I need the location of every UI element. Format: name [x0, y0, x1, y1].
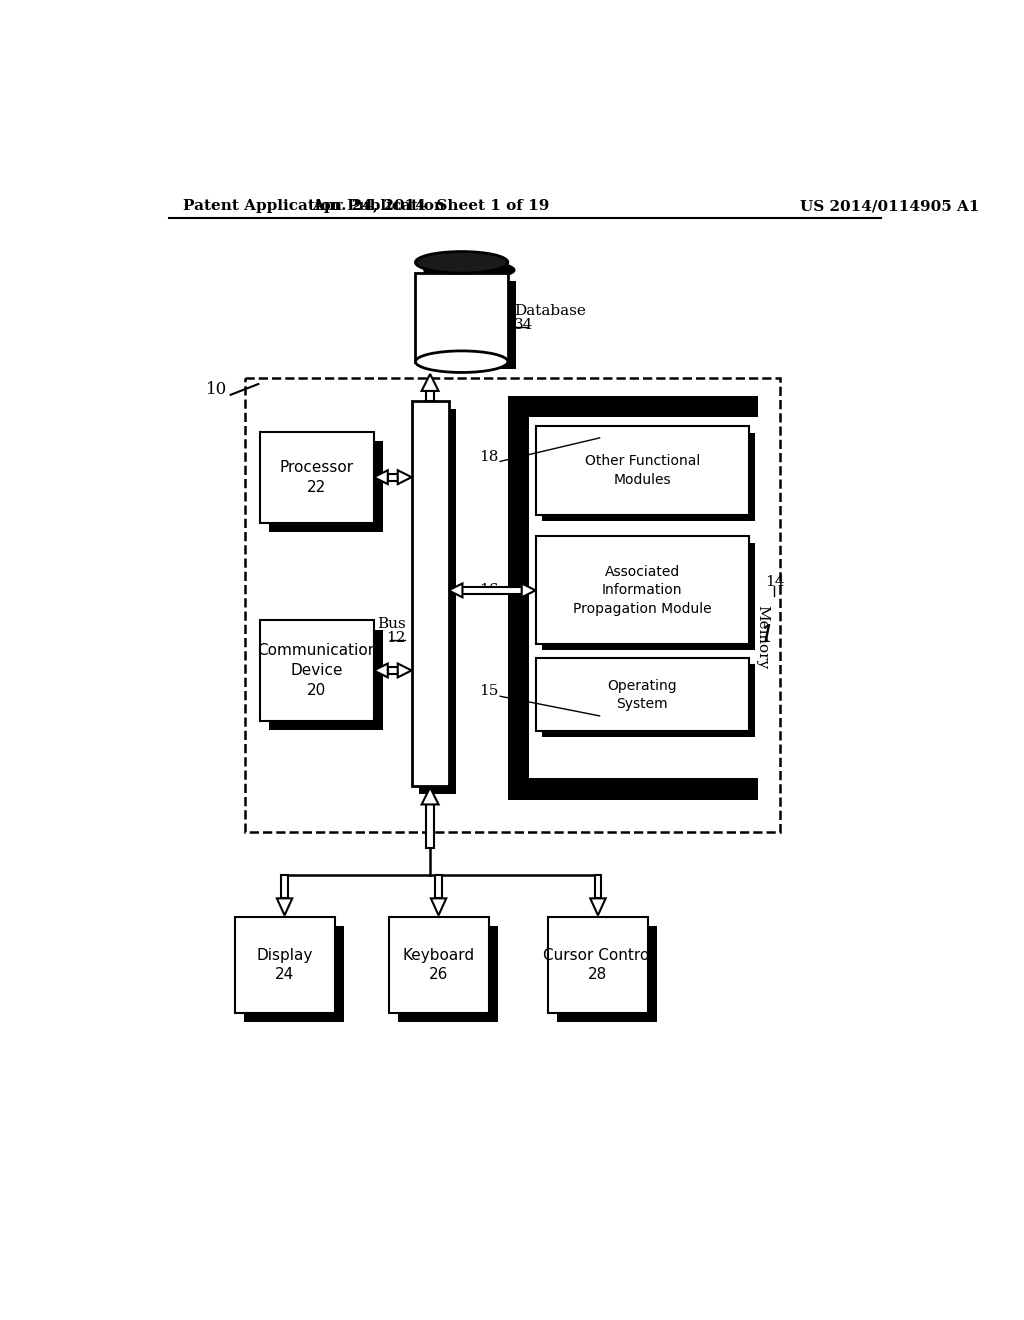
Text: Fig. 1: Fig. 1: [702, 624, 775, 647]
Text: Cursor Control
28: Cursor Control 28: [543, 948, 653, 982]
Text: Apr. 24, 2014  Sheet 1 of 19: Apr. 24, 2014 Sheet 1 of 19: [312, 199, 550, 213]
Bar: [416, 273, 508, 362]
Bar: [435, 874, 441, 899]
Bar: [260, 432, 374, 523]
Text: 10: 10: [206, 381, 227, 397]
Text: Database: Database: [514, 304, 586, 318]
Bar: [463, 587, 521, 594]
Bar: [536, 426, 749, 515]
Polygon shape: [374, 470, 388, 484]
Bar: [388, 474, 397, 480]
Bar: [269, 630, 383, 730]
Bar: [542, 543, 755, 651]
Polygon shape: [422, 788, 438, 804]
Text: Communication
Device
20: Communication Device 20: [257, 643, 377, 698]
Bar: [245, 378, 779, 832]
Bar: [508, 396, 758, 800]
Bar: [397, 927, 498, 1022]
Bar: [542, 664, 755, 738]
Ellipse shape: [416, 252, 508, 273]
Bar: [412, 401, 449, 785]
Text: Bus: Bus: [377, 618, 406, 631]
Bar: [536, 659, 749, 731]
Bar: [426, 804, 434, 847]
Polygon shape: [374, 664, 388, 677]
Bar: [419, 409, 457, 793]
Text: 15: 15: [479, 684, 499, 698]
Polygon shape: [397, 470, 412, 484]
Polygon shape: [449, 583, 463, 597]
Polygon shape: [397, 664, 412, 677]
Bar: [542, 433, 755, 521]
Bar: [426, 391, 434, 401]
Polygon shape: [431, 899, 446, 915]
Text: 18: 18: [479, 450, 499, 463]
Polygon shape: [590, 899, 605, 915]
Text: 12: 12: [386, 631, 406, 645]
Polygon shape: [521, 583, 536, 597]
Bar: [595, 874, 601, 899]
Text: Other Functional
Modules: Other Functional Modules: [585, 454, 699, 487]
Text: Associated
Information
Propagation Module: Associated Information Propagation Modul…: [572, 565, 712, 615]
Text: Processor
22: Processor 22: [280, 459, 354, 495]
Bar: [423, 281, 515, 370]
Polygon shape: [276, 899, 292, 915]
Bar: [269, 441, 383, 532]
Polygon shape: [422, 374, 438, 391]
Bar: [536, 536, 749, 644]
Text: Operating
System: Operating System: [607, 678, 677, 711]
Ellipse shape: [416, 351, 508, 372]
Bar: [529, 417, 758, 779]
Text: Patent Application Publication: Patent Application Publication: [183, 199, 444, 213]
Text: 16: 16: [479, 583, 499, 598]
Bar: [260, 620, 374, 721]
Bar: [244, 927, 344, 1022]
Text: Display
24: Display 24: [256, 948, 312, 982]
Bar: [282, 874, 288, 899]
Text: US 2014/0114905 A1: US 2014/0114905 A1: [801, 199, 980, 213]
Ellipse shape: [423, 259, 515, 281]
Bar: [548, 917, 648, 1014]
Text: Keyboard
26: Keyboard 26: [402, 948, 474, 982]
Text: Memory: Memory: [755, 606, 769, 669]
Bar: [234, 917, 335, 1014]
Text: 14: 14: [765, 576, 784, 589]
Text: 34: 34: [514, 318, 534, 333]
Bar: [388, 667, 397, 675]
Bar: [557, 927, 657, 1022]
Bar: [388, 917, 488, 1014]
